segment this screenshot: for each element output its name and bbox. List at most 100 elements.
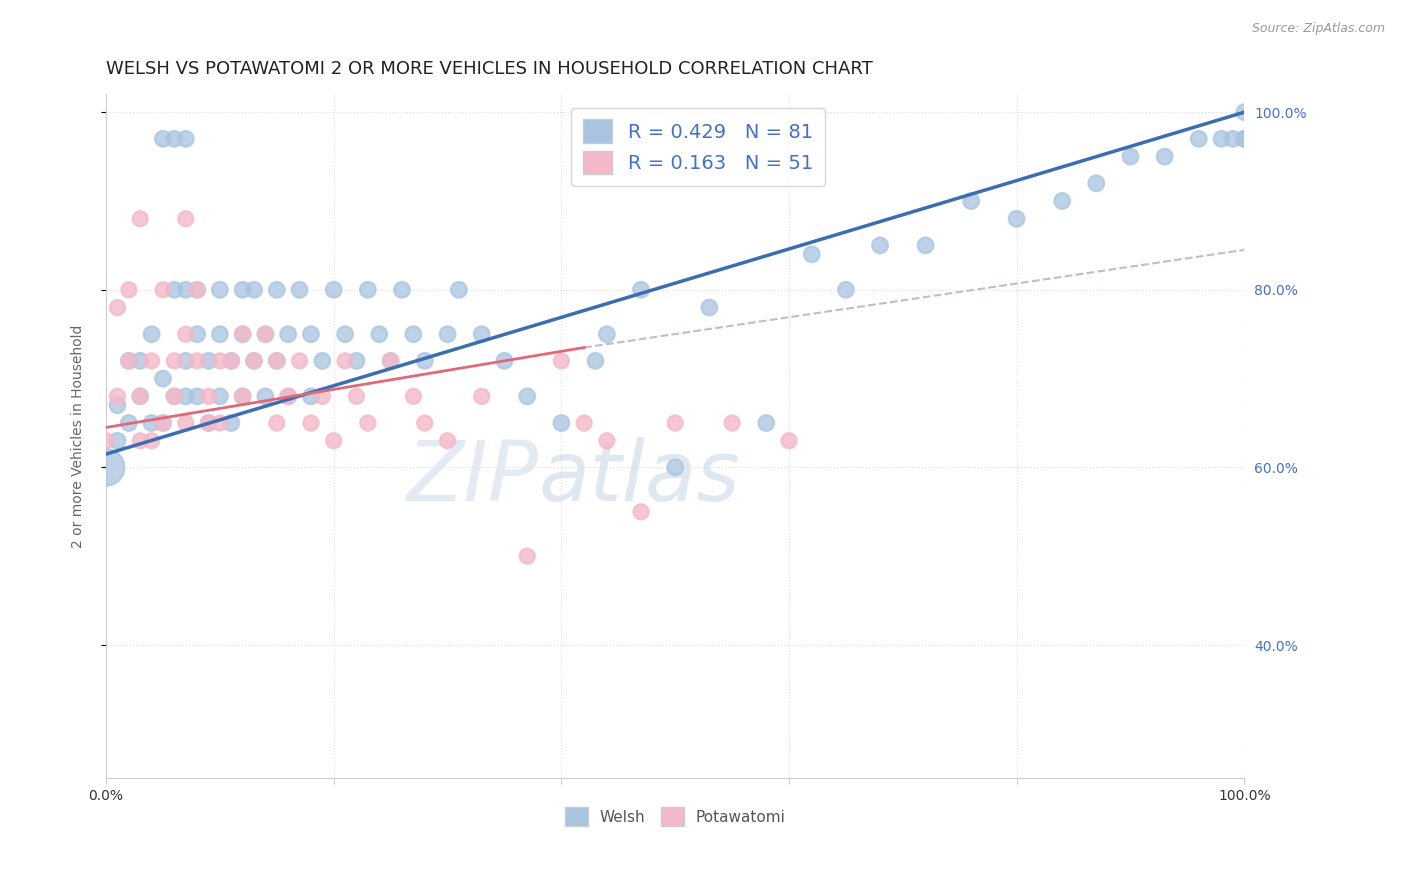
Point [152,416,174,430]
Point [664,416,686,430]
Point [129,354,152,368]
Point [174,389,197,403]
Point [163,354,186,368]
Point [197,354,219,368]
Text: WELSH VS POTAWATOMI 2 OR MORE VEHICLES IN HOUSEHOLD CORRELATION CHART: WELSH VS POTAWATOMI 2 OR MORE VEHICLES I… [105,60,873,78]
Point [699,301,721,315]
Point [357,283,380,297]
Point [107,389,129,403]
Text: Source: ZipAtlas.com: Source: ZipAtlas.com [1251,22,1385,36]
Point [266,283,288,297]
Point [471,389,494,403]
Point [572,416,595,430]
Point [197,389,219,403]
Point [118,416,141,430]
Point [163,389,186,403]
Point [322,434,344,448]
Point [391,283,413,297]
Point [232,389,254,403]
Point [494,354,516,368]
Point [94,460,117,475]
Point [516,549,538,564]
Point [311,389,333,403]
Point [664,460,686,475]
Point [152,283,174,297]
Point [219,354,242,368]
Point [174,327,197,342]
Point [186,389,208,403]
Point [174,416,197,430]
Point [197,416,219,430]
Point [1085,176,1108,190]
Point [596,327,619,342]
Point [152,371,174,385]
Point [299,389,322,403]
Point [118,354,141,368]
Point [299,327,322,342]
Point [174,132,197,146]
Legend: Welsh, Potawatomi: Welsh, Potawatomi [558,801,792,832]
Point [630,283,652,297]
Point [288,283,311,297]
Point [163,132,186,146]
Point [174,354,197,368]
Point [277,389,299,403]
Point [413,354,436,368]
Point [129,211,152,226]
Point [914,238,936,252]
Point [174,211,197,226]
Point [208,327,231,342]
Point [107,434,129,448]
Point [186,327,208,342]
Point [129,389,152,403]
Point [277,327,299,342]
Point [311,354,333,368]
Point [402,389,425,403]
Point [266,354,288,368]
Point [266,416,288,430]
Point [721,416,744,430]
Point [152,132,174,146]
Point [800,247,823,261]
Point [163,389,186,403]
Point [778,434,800,448]
Point [219,354,242,368]
Point [118,354,141,368]
Point [129,434,152,448]
Point [107,301,129,315]
Point [288,354,311,368]
Point [402,327,425,342]
Point [585,354,607,368]
Point [550,416,572,430]
Text: ZIP: ZIP [406,437,538,518]
Point [232,327,254,342]
Point [232,389,254,403]
Point [1233,105,1256,120]
Point [1211,132,1233,146]
Point [447,283,470,297]
Point [869,238,891,252]
Point [960,194,983,208]
Point [516,389,538,403]
Point [277,389,299,403]
Point [322,283,344,297]
Point [186,354,208,368]
Point [243,354,266,368]
Point [254,389,277,403]
Point [1188,132,1211,146]
Point [436,434,458,448]
Point [118,283,141,297]
Point [1233,132,1256,146]
Point [219,416,242,430]
Point [1153,150,1175,164]
Y-axis label: 2 or more Vehicles in Household: 2 or more Vehicles in Household [72,325,86,548]
Point [232,283,254,297]
Point [357,416,380,430]
Point [243,354,266,368]
Point [232,327,254,342]
Point [266,354,288,368]
Point [596,434,619,448]
Point [835,283,858,297]
Point [380,354,402,368]
Point [755,416,778,430]
